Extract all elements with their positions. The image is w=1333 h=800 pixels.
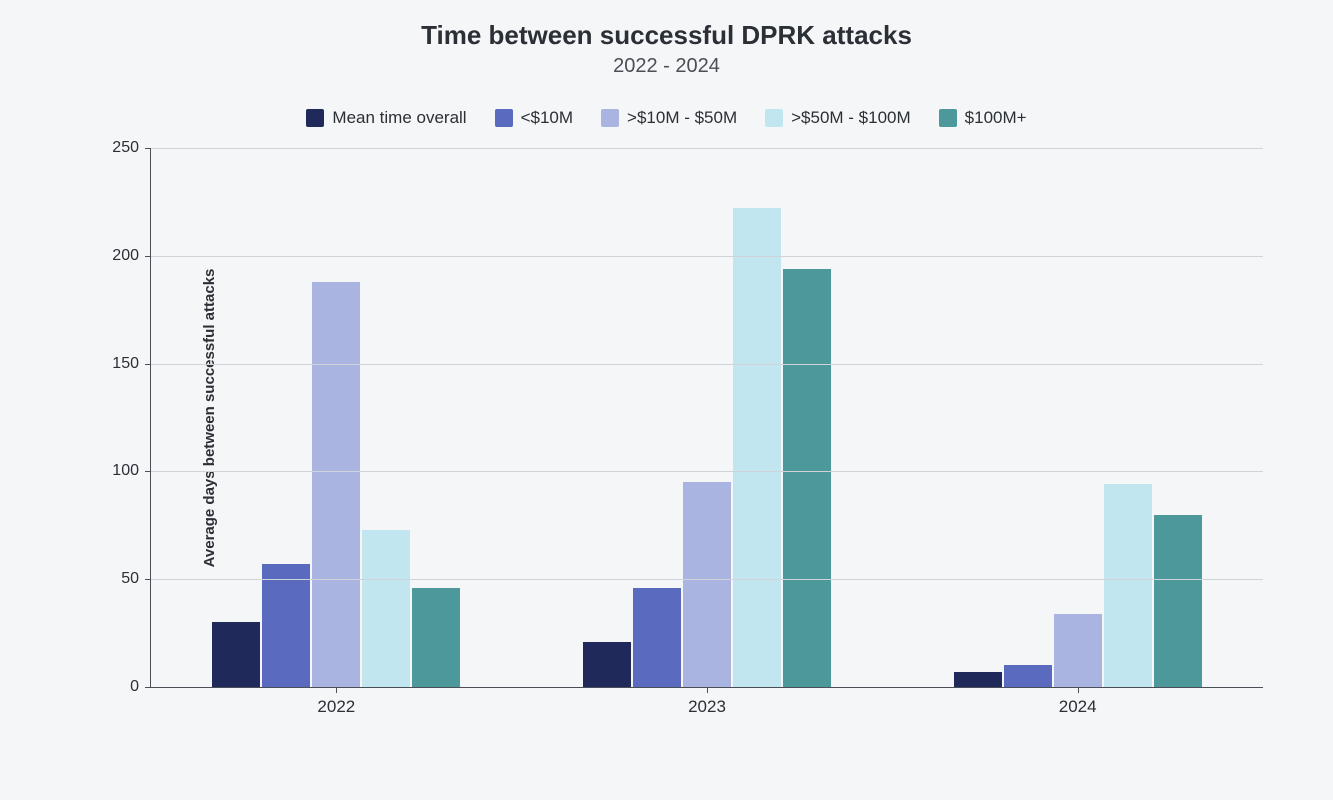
plot-wrap: Average days between successful attacks … [150,148,1263,688]
bar-fill [412,588,460,687]
bar [1053,148,1103,687]
bar [211,148,261,687]
x-tick-label: 2024 [1059,687,1097,717]
legend-item: <$10M [495,108,573,128]
bar [261,148,311,687]
legend-item: >$10M - $50M [601,108,737,128]
chart-title: Time between successful DPRK attacks [30,20,1303,51]
bar-group: 2023 [522,148,893,687]
y-tick-label: 100 [112,462,151,480]
bar-fill [783,269,831,687]
legend-label: >$10M - $50M [627,108,737,128]
bar [682,148,732,687]
x-tick-label: 2023 [688,687,726,717]
legend-label: $100M+ [965,108,1027,128]
y-tick-label: 50 [121,570,151,588]
bar [411,148,461,687]
bar [732,148,782,687]
bar-fill [362,530,410,687]
legend-item: >$50M - $100M [765,108,911,128]
y-tick-label: 250 [112,139,151,157]
bar-fill [262,564,310,687]
bar [311,148,361,687]
bar-fill [1054,614,1102,687]
legend-swatch [495,109,513,127]
legend-label: <$10M [521,108,573,128]
title-block: Time between successful DPRK attacks 202… [30,20,1303,78]
legend-item: Mean time overall [306,108,466,128]
legend-label: >$50M - $100M [791,108,911,128]
gridline [151,579,1263,580]
gridline [151,148,1263,149]
bar-fill [1004,665,1052,687]
gridline [151,256,1263,257]
bar [1003,148,1053,687]
chart-container: Time between successful DPRK attacks 202… [0,0,1333,800]
gridline [151,471,1263,472]
y-tick-label: 0 [130,678,151,696]
bar [782,148,832,687]
legend-swatch [306,109,324,127]
chart-subtitle: 2022 - 2024 [30,55,1303,78]
bar-fill [583,642,631,687]
bar [1153,148,1203,687]
bar-fill [683,482,731,687]
bar-fill [954,672,1002,687]
bar-fill [312,282,360,687]
bar-fill [1154,515,1202,687]
legend-swatch [765,109,783,127]
bar [632,148,682,687]
bar-group: 2022 [151,148,522,687]
bar-fill [733,208,781,687]
bar-groups: 202220232024 [151,148,1263,687]
y-tick-label: 150 [112,355,151,373]
bar-fill [633,588,681,687]
bar [953,148,1003,687]
bar-group: 2024 [892,148,1263,687]
bar-fill [212,622,260,687]
legend: Mean time overall <$10M >$10M - $50M >$50M … [30,108,1303,128]
x-tick-label: 2022 [317,687,355,717]
gridline [151,364,1263,365]
y-tick-label: 200 [112,247,151,265]
legend-swatch [939,109,957,127]
bar [1103,148,1153,687]
bar [361,148,411,687]
legend-item: $100M+ [939,108,1027,128]
bar [582,148,632,687]
legend-label: Mean time overall [332,108,466,128]
bar-fill [1104,484,1152,687]
legend-swatch [601,109,619,127]
plot-area: 202220232024 050100150200250 [150,148,1263,688]
